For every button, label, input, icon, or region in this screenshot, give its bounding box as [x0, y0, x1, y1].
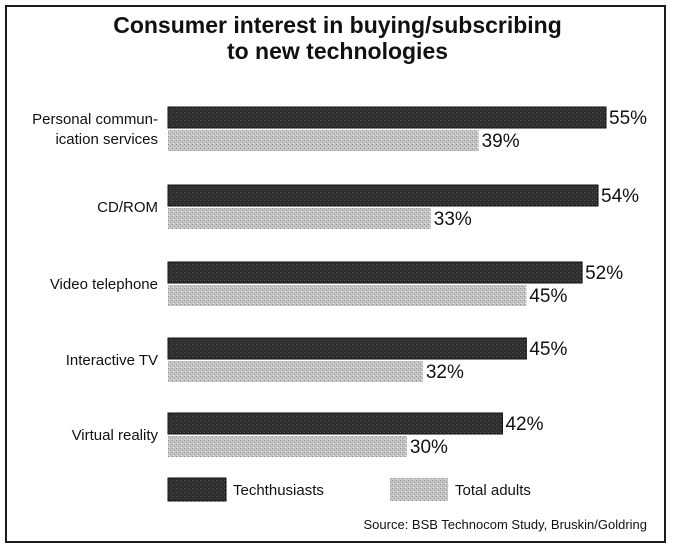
- category-label-cd-rom: CD/ROM: [97, 199, 158, 216]
- bar-total-adults-virtual-reality: [168, 436, 407, 457]
- bars-layer: Personal commun-ication services 55% 39% CD…: [32, 106, 647, 458]
- chart-title-line-2: to new technologies: [226, 38, 449, 64]
- bar-total-adults-interactive-tv: [168, 361, 423, 382]
- category-label-interactive-tv: Interactive TV: [66, 352, 158, 369]
- bar-techthusiasts-virtual-reality: [167, 412, 503, 435]
- value-label-total-adults-virtual-reality: 30%: [410, 437, 448, 458]
- legend-swatch-techthusiasts: [167, 477, 227, 502]
- value-label-techthusiasts-cd-rom: 54%: [601, 186, 639, 207]
- category-label-personal-communication-services-line-1: Personal commun-: [32, 111, 158, 128]
- value-label-total-adults-cd-rom: 33%: [434, 209, 472, 230]
- value-label-total-adults-interactive-tv: 32%: [426, 362, 464, 383]
- bar-techthusiasts-video-telephone: [167, 261, 583, 284]
- bar-total-adults-personal-communication-services: [168, 130, 479, 151]
- value-label-total-adults-personal-communication-services: 39%: [482, 131, 520, 152]
- category-label-personal-communication-services-line-2: ication services: [55, 131, 158, 148]
- bar-techthusiasts-interactive-tv: [167, 337, 527, 360]
- chart-title: Consumer interest in buying/subscribing …: [0, 12, 675, 64]
- source-note: Source: BSB Technocom Study, Bruskin/Gol…: [363, 517, 648, 532]
- bar-total-adults-cd-rom: [168, 208, 431, 229]
- legend-label-total-adults: Total adults: [455, 482, 531, 499]
- value-label-techthusiasts-video-telephone: 52%: [585, 263, 623, 284]
- bar-techthusiasts-personal-communication-services: [167, 106, 607, 129]
- bar-total-adults-video-telephone: [168, 285, 527, 306]
- category-label-video-telephone: Video telephone: [50, 276, 158, 293]
- legend: Techthusiasts Total adults: [167, 477, 531, 502]
- legend-swatch-total-adults: [390, 478, 448, 501]
- value-label-total-adults-video-telephone: 45%: [529, 286, 567, 307]
- value-label-techthusiasts-personal-communication-services: 55%: [609, 108, 647, 129]
- bar-techthusiasts-cd-rom: [167, 184, 599, 207]
- value-label-techthusiasts-interactive-tv: 45%: [529, 339, 567, 360]
- category-label-virtual-reality: Virtual reality: [72, 427, 159, 444]
- value-label-techthusiasts-virtual-reality: 42%: [505, 414, 543, 435]
- legend-label-techthusiasts: Techthusiasts: [233, 482, 324, 499]
- chart-title-line-1: Consumer interest in buying/subscribing: [113, 12, 562, 38]
